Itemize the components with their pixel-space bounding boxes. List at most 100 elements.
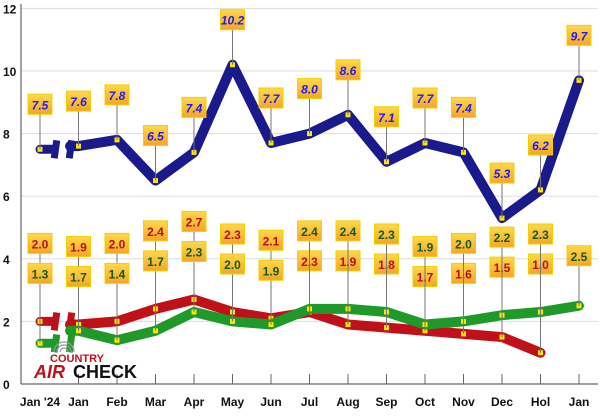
- data-label-box: [566, 24, 592, 46]
- logo-air: AIR: [33, 362, 65, 382]
- data-label: 2.4: [301, 225, 318, 239]
- data-label: 9.7: [571, 29, 589, 43]
- data-label-box: [258, 229, 284, 251]
- data-label: 2.2: [494, 231, 511, 245]
- data-label-box: [258, 259, 284, 281]
- data-label: 2.0: [109, 237, 126, 251]
- data-label-box: [181, 210, 207, 232]
- x-tick-label: Feb: [106, 395, 127, 409]
- data-label: 10.2: [221, 14, 245, 28]
- x-tick-label: Jun: [260, 395, 281, 409]
- x-tick-label: May: [221, 395, 245, 409]
- x-tick-label: Mar: [145, 395, 167, 409]
- data-label: 6.5: [147, 130, 164, 144]
- data-label-box: [374, 223, 399, 245]
- x-tick-label: Oct: [415, 395, 435, 409]
- y-tick-label: 6: [3, 190, 10, 204]
- data-label-box: [143, 125, 168, 147]
- x-tick-label: Jan: [68, 395, 89, 409]
- data-label: 1.9: [263, 264, 280, 278]
- data-label-box: [143, 220, 168, 242]
- data-label-box: [220, 223, 245, 245]
- country-aircheck-logo: COUNTRY AIR CHECK: [33, 341, 137, 382]
- data-label-box: [66, 266, 91, 288]
- data-label: 7.1: [378, 111, 395, 125]
- x-tick-label: Jul: [301, 395, 318, 409]
- data-label-box: [451, 96, 476, 118]
- data-label: 6.2: [532, 139, 549, 153]
- data-label: 7.8: [109, 89, 126, 103]
- axis-break-mark: [50, 312, 61, 331]
- data-label: 7.4: [186, 101, 203, 115]
- data-label-box: [143, 250, 168, 272]
- data-label-box: [104, 84, 130, 106]
- logo-country: COUNTRY: [50, 353, 105, 365]
- data-point: [230, 62, 235, 68]
- data-label-box: [27, 232, 53, 254]
- x-tick-label: Hol: [531, 395, 550, 409]
- x-tick-label: Sep: [375, 395, 397, 409]
- x-tick-label: Jan '24: [20, 395, 61, 409]
- x-tick-label: Apr: [184, 395, 205, 409]
- data-label: 2.0: [455, 237, 472, 251]
- data-label-box: [66, 90, 91, 112]
- data-label-box: [374, 106, 399, 128]
- data-label: 1.7: [147, 255, 164, 269]
- data-label-box: [104, 262, 130, 284]
- data-label-box: [566, 245, 592, 267]
- data-label-box: [297, 220, 322, 242]
- data-label: 2.3: [224, 228, 241, 242]
- data-label-box: [412, 236, 438, 258]
- data-label: 8.0: [301, 83, 318, 97]
- data-label: 2.5: [571, 250, 588, 264]
- data-label: 2.1: [263, 234, 280, 248]
- data-label-box: [297, 78, 322, 100]
- data-label-box: [412, 87, 438, 109]
- data-label: 7.7: [417, 92, 435, 106]
- data-label-box: [66, 236, 91, 258]
- data-label-box: [181, 240, 207, 262]
- data-label-box: [220, 253, 245, 275]
- y-tick-label: 2: [3, 315, 10, 329]
- y-tick-label: 0: [3, 378, 10, 392]
- data-label: 2.0: [32, 237, 49, 251]
- logo-check: CHECK: [73, 362, 137, 382]
- data-label: 2.0: [224, 258, 241, 272]
- data-label: 1.7: [70, 271, 87, 285]
- data-label-box: [335, 59, 361, 81]
- data-label-box: [220, 9, 245, 31]
- data-label: 7.6: [70, 95, 87, 109]
- data-label-box: [181, 96, 207, 118]
- x-tick-label: Aug: [336, 395, 359, 409]
- data-label-box: [489, 162, 515, 184]
- data-label-box: [258, 87, 284, 109]
- data-label: 1.4: [109, 267, 126, 281]
- data-label: 2.3: [186, 245, 203, 259]
- y-tick-label: 12: [3, 2, 17, 16]
- axis-break-mark: [50, 139, 61, 159]
- data-label: 1.9: [417, 241, 434, 255]
- x-tick-label: Dec: [491, 395, 513, 409]
- data-label: 7.4: [455, 101, 472, 115]
- data-label-box: [104, 232, 130, 254]
- data-label: 2.3: [532, 228, 549, 242]
- data-label-box: [528, 134, 553, 156]
- data-label: 7.7: [263, 92, 281, 106]
- data-label-box: [451, 232, 476, 254]
- y-tick-label: 10: [3, 65, 17, 79]
- data-label: 5.3: [494, 167, 511, 181]
- x-tick-label: Nov: [452, 395, 475, 409]
- data-label: 8.6: [340, 64, 357, 78]
- x-tick-label: Jan: [569, 395, 590, 409]
- data-label: 2.4: [147, 225, 164, 239]
- data-label-box: [528, 223, 553, 245]
- data-label-box: [489, 226, 515, 248]
- data-label-box: [27, 93, 53, 115]
- data-label: 1.3: [32, 267, 49, 281]
- data-label-box: [27, 262, 53, 284]
- data-label: 2.7: [186, 215, 203, 229]
- data-label: 2.3: [378, 228, 395, 242]
- data-label-box: [335, 220, 361, 242]
- data-label: 1.9: [70, 241, 87, 255]
